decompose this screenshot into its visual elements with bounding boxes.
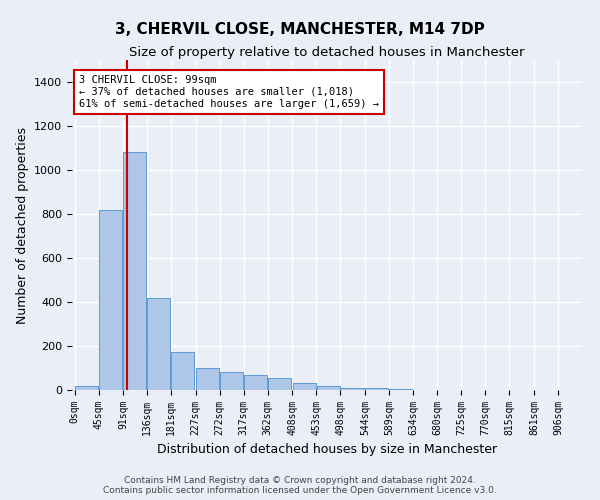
Bar: [293, 384, 316, 390]
Bar: [317, 386, 340, 390]
Bar: [172, 352, 194, 390]
Bar: [268, 378, 291, 390]
Text: 3, CHERVIL CLOSE, MANCHESTER, M14 7DP: 3, CHERVIL CLOSE, MANCHESTER, M14 7DP: [115, 22, 485, 38]
Bar: [341, 388, 364, 390]
Bar: [148, 298, 170, 390]
Text: Contains HM Land Registry data © Crown copyright and database right 2024.
Contai: Contains HM Land Registry data © Crown c…: [103, 476, 497, 495]
Bar: [99, 210, 122, 390]
Y-axis label: Number of detached properties: Number of detached properties: [16, 126, 29, 324]
Bar: [75, 386, 98, 390]
Text: 3 CHERVIL CLOSE: 99sqm
← 37% of detached houses are smaller (1,018)
61% of semi-: 3 CHERVIL CLOSE: 99sqm ← 37% of detached…: [79, 76, 379, 108]
X-axis label: Distribution of detached houses by size in Manchester: Distribution of detached houses by size …: [157, 444, 497, 456]
Bar: [196, 368, 219, 390]
Bar: [365, 388, 388, 390]
Bar: [124, 152, 146, 390]
Bar: [244, 374, 267, 390]
Title: Size of property relative to detached houses in Manchester: Size of property relative to detached ho…: [129, 46, 525, 59]
Bar: [220, 372, 243, 390]
